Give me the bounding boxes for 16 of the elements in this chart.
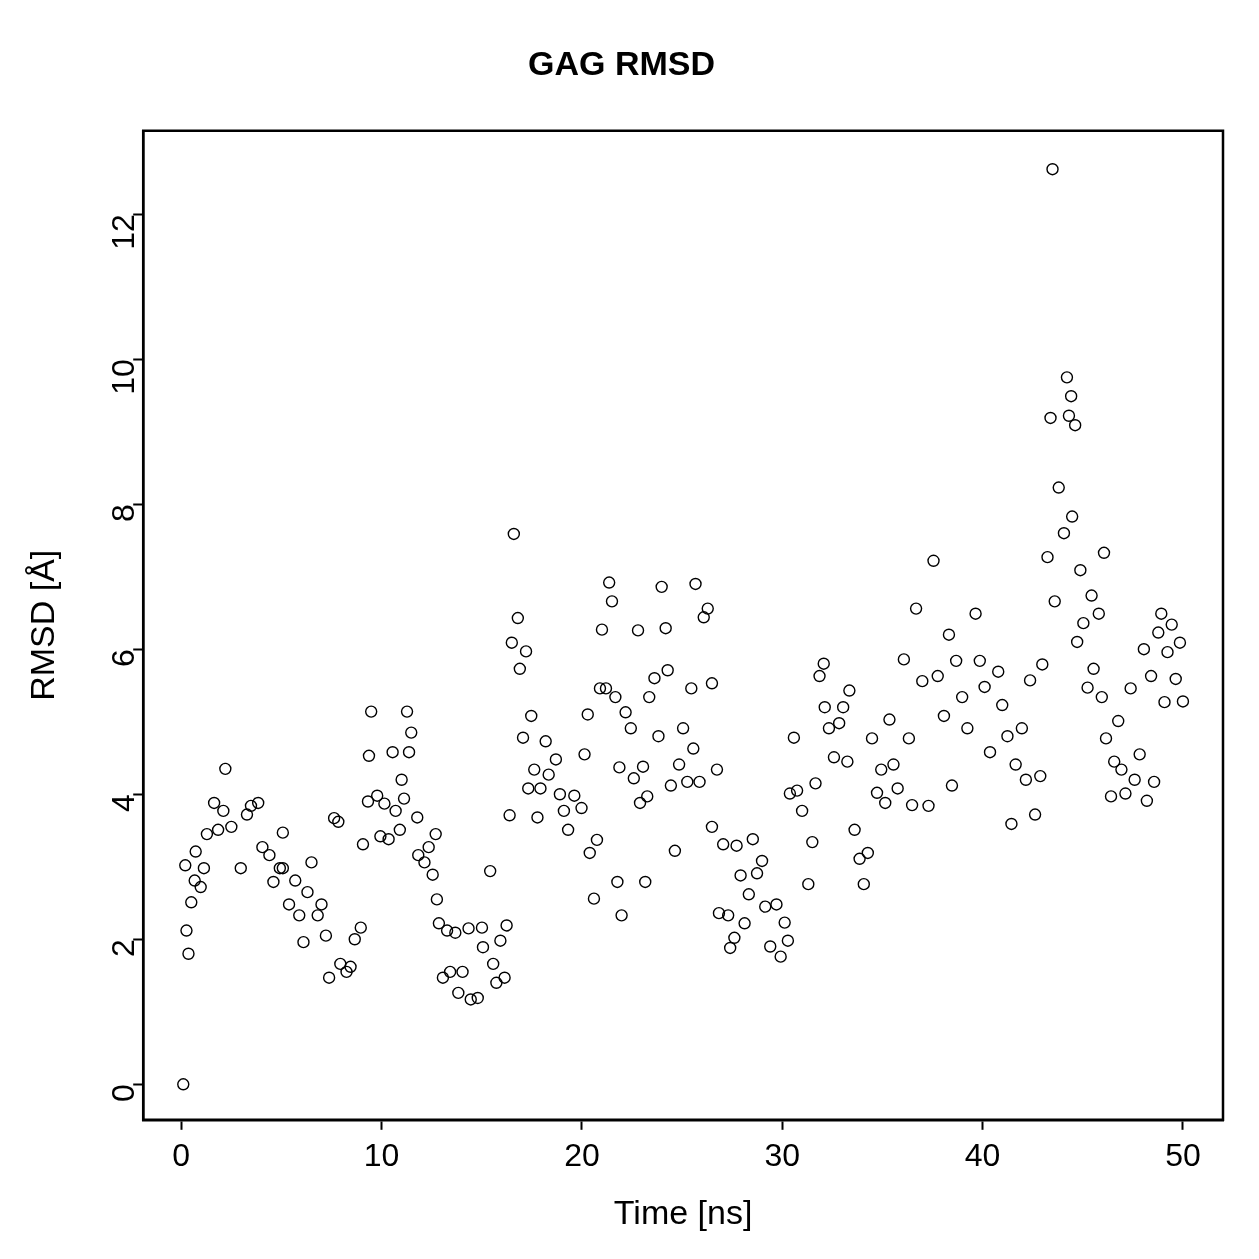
y-tick-label: 0: [105, 1084, 142, 1103]
x-tick-label: 20: [564, 1136, 600, 1173]
x-tick-label: 30: [764, 1136, 801, 1173]
y-tick-label: 4: [105, 794, 142, 813]
y-axis-title: RMSD [Å]: [22, 549, 61, 701]
y-tick-label: 2: [105, 939, 142, 958]
x-tick-label: 10: [363, 1136, 400, 1173]
x-tick-label: 40: [964, 1136, 1001, 1173]
x-axis-title: Time [ns]: [613, 1192, 753, 1231]
x-tick-label: 50: [1165, 1136, 1201, 1173]
y-tick-label: 6: [105, 649, 142, 668]
chart-title: GAG RMSD: [528, 43, 715, 82]
x-tick-label: 0: [172, 1136, 191, 1173]
y-tick-label: 12: [105, 214, 142, 250]
y-tick-label: 10: [105, 359, 142, 395]
y-tick-label: 8: [105, 504, 142, 523]
